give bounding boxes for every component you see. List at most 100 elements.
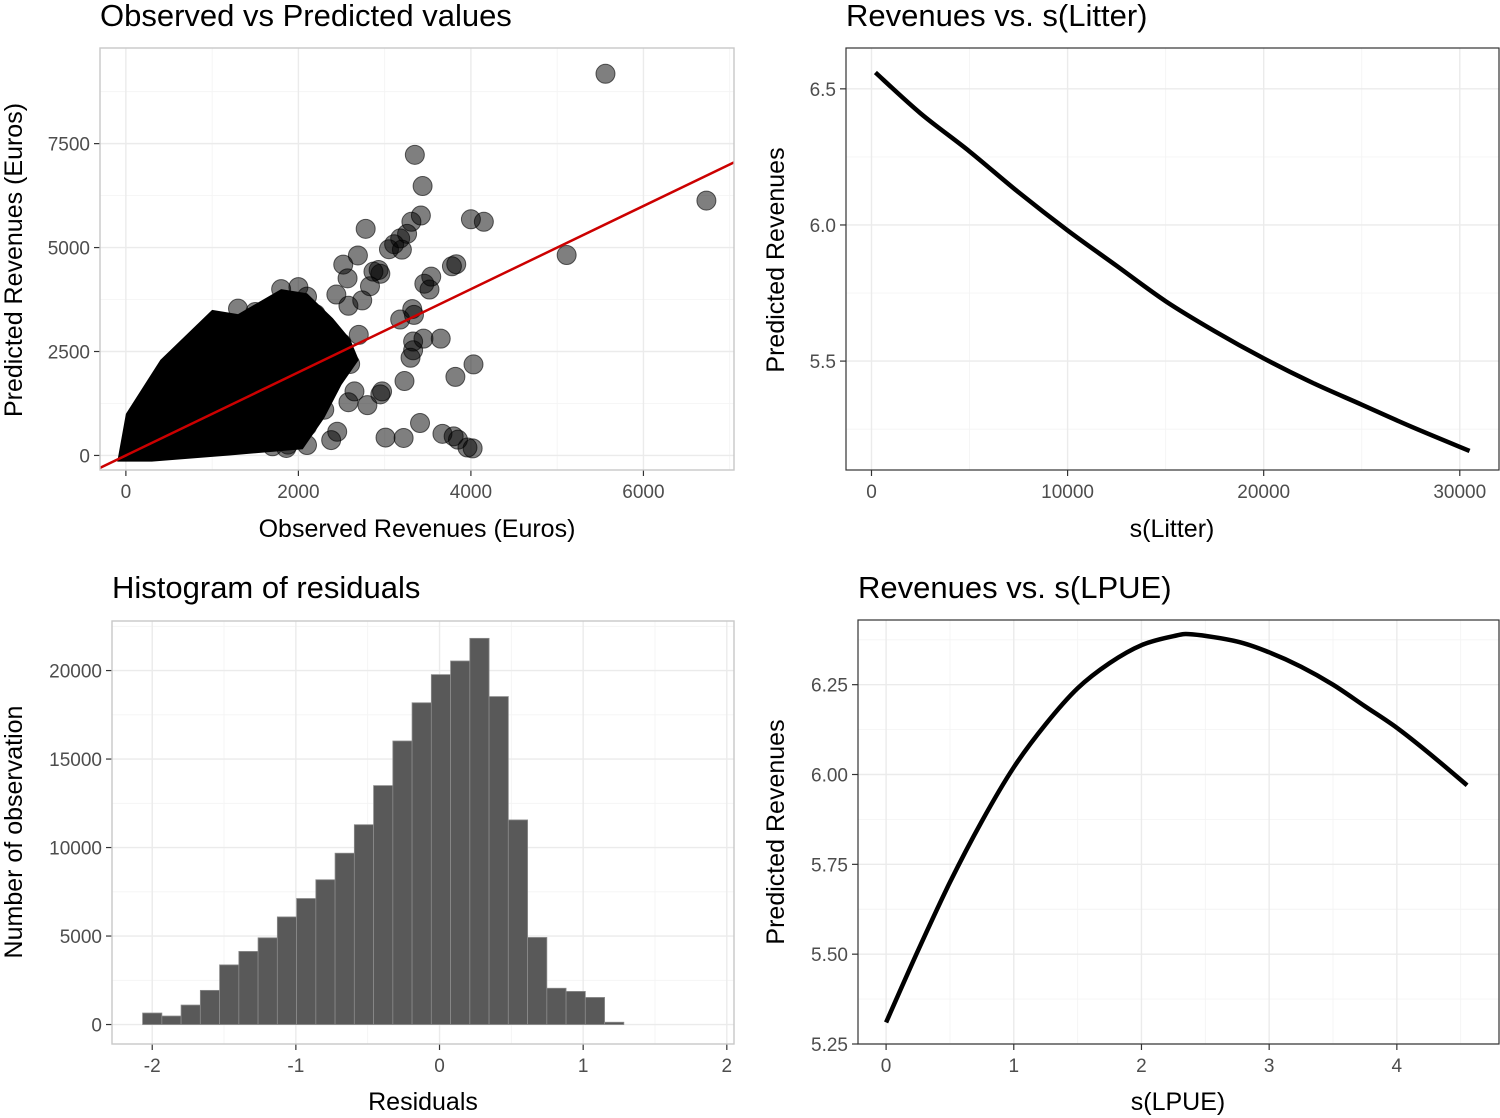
scatter-point xyxy=(556,245,577,266)
scatter-point xyxy=(275,424,296,445)
histogram-bar xyxy=(527,937,548,1025)
lpue-panel: Revenues vs. s(LPUE) 0 1 2 3 4 5.25 5.50 5.75 6.… xyxy=(762,570,1500,1116)
y-tick-label: 5.75 xyxy=(811,855,848,876)
scatter-point xyxy=(393,427,414,448)
y-tick-label: 5.25 xyxy=(811,1035,848,1056)
y-tick-label: 0 xyxy=(79,446,90,467)
histogram-bar xyxy=(469,637,490,1025)
scatter-point xyxy=(253,308,274,329)
scatter-point xyxy=(696,190,717,211)
scatter-point xyxy=(159,383,180,404)
scatter-point xyxy=(430,328,451,349)
scatter-point xyxy=(445,366,466,387)
y-tick-label: 6.25 xyxy=(811,676,848,697)
scatter-point xyxy=(340,353,361,374)
scatter-point xyxy=(249,399,270,420)
y-tick-label: 15000 xyxy=(49,750,102,771)
x-tick-label: 2000 xyxy=(277,482,319,503)
scatter-point xyxy=(321,430,342,451)
scatter-point xyxy=(357,395,378,416)
scatter-point xyxy=(337,268,358,289)
scatter-point xyxy=(219,316,240,337)
scatter-point xyxy=(219,408,240,429)
histogram-bars xyxy=(142,637,625,1025)
x-tick-label: 2 xyxy=(1136,1056,1147,1077)
scatter-point xyxy=(184,424,205,445)
scatter-point xyxy=(253,416,274,437)
histogram-title: Histogram of residuals xyxy=(112,570,420,605)
x-tick-label: 10000 xyxy=(1041,482,1094,503)
scatter-point xyxy=(314,399,335,420)
y-tick-label: 2500 xyxy=(48,343,90,364)
histogram-bar xyxy=(604,1021,625,1025)
histogram-panel: Histogram of residuals -2 -1 0 1 2 0 5000 10000… xyxy=(0,570,735,1116)
litter-grid xyxy=(846,48,1499,470)
scatter-point xyxy=(331,333,352,354)
scatter-point xyxy=(400,347,421,368)
lpue-title: Revenues vs. s(LPUE) xyxy=(858,570,1172,605)
scatter-point xyxy=(253,337,274,358)
panel-border xyxy=(99,47,735,471)
scatter-point xyxy=(297,286,318,307)
scatter-point xyxy=(245,366,266,387)
smooth-curve xyxy=(884,631,1469,1024)
x-tick-label: 1 xyxy=(578,1056,589,1077)
histogram-bar xyxy=(584,997,605,1025)
scatter-point xyxy=(305,304,326,325)
y-tick-label: 5000 xyxy=(60,927,102,948)
x-tick-label: 6000 xyxy=(622,482,664,503)
y-tick-label: 7500 xyxy=(48,135,90,156)
x-tick-label: 1 xyxy=(1008,1056,1019,1077)
litter-y-axis-title: Predicted Revenues xyxy=(762,147,790,372)
scatter-title: Observed vs Predicted values xyxy=(100,0,512,33)
x-tick-label: 20000 xyxy=(1237,482,1290,503)
scatter-point xyxy=(297,333,318,354)
litter-curve xyxy=(873,70,1471,454)
histogram-bar xyxy=(276,916,297,1025)
scatter-point xyxy=(394,371,415,392)
litter-panel: Revenues vs. s(Litter) 0 10000 20000 30000 5… xyxy=(762,0,1500,543)
histogram-bar xyxy=(430,674,451,1025)
panel-border xyxy=(111,620,735,1045)
scatter-point xyxy=(473,211,494,232)
scatter-point xyxy=(348,324,369,345)
histogram-bar xyxy=(315,879,336,1025)
y-tick-label: 20000 xyxy=(49,662,102,683)
scatter-point xyxy=(338,392,359,413)
scatter-point xyxy=(262,353,283,374)
plot-background xyxy=(846,48,1499,470)
litter-ticks: 0 10000 20000 30000 5.5 6.0 6.5 xyxy=(810,47,1500,503)
x-tick-label: 0 xyxy=(121,482,132,503)
scatter-point xyxy=(419,279,440,300)
scatter-point xyxy=(236,324,257,345)
scatter-point xyxy=(167,432,188,453)
scatter-point xyxy=(446,254,467,275)
scatter-point xyxy=(262,383,283,404)
scatter-point xyxy=(124,420,145,441)
scatter-point xyxy=(404,144,425,165)
y-tick-label: 0 xyxy=(91,1016,102,1037)
scatter-point xyxy=(457,437,478,458)
lpue-ticks: 0 1 2 3 4 5.25 5.50 5.75 6.00 6.25 xyxy=(811,619,1500,1077)
scatter-point xyxy=(245,432,266,453)
scatter-x-axis-title: Observed Revenues (Euros) xyxy=(259,515,576,543)
y-tick-label: 6.00 xyxy=(811,766,848,787)
litter-title: Revenues vs. s(Litter) xyxy=(846,0,1148,33)
x-tick-label: 30000 xyxy=(1433,482,1486,503)
scatter-ticks: 0 2000 4000 6000 0 2500 5000 7500 xyxy=(48,47,735,503)
y-tick-label: 5000 xyxy=(48,239,90,260)
histogram-bar xyxy=(180,1004,201,1025)
x-tick-label: 4 xyxy=(1392,1056,1403,1077)
histogram-bar xyxy=(565,991,586,1025)
histogram-bar xyxy=(488,696,509,1025)
scatter-point xyxy=(314,341,335,362)
scatter-point xyxy=(355,218,376,239)
scatter-point xyxy=(279,329,300,350)
x-tick-label: -2 xyxy=(144,1056,161,1077)
scatter-point xyxy=(228,428,249,449)
histogram-bar xyxy=(142,1012,163,1025)
y-tick-label: 10000 xyxy=(49,839,102,860)
scatter-point xyxy=(347,245,368,266)
histogram-bar xyxy=(296,898,317,1025)
